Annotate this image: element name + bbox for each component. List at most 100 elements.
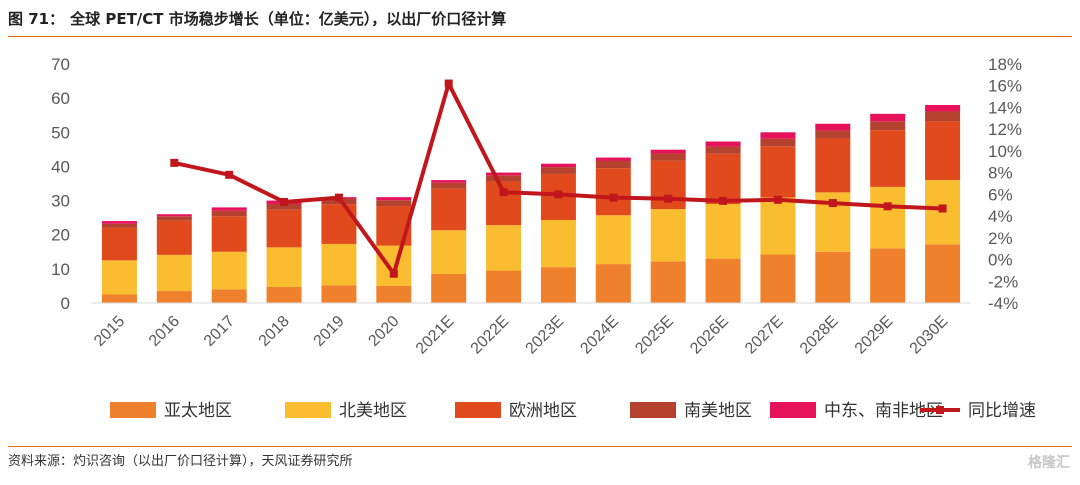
figure-title-bar: 图 71： 全球 PET/CT 市场稳步增长（单位：亿美元），以出厂价口径计算: [8, 6, 1072, 37]
bar-segment: [431, 273, 467, 303]
bar-segment: [376, 200, 412, 207]
bar-segment: [101, 227, 137, 261]
y-right-tick-label: -2%: [988, 272, 1018, 291]
bar-segment: [760, 146, 796, 198]
bar-segment: [760, 197, 796, 255]
bar-segment: [870, 186, 906, 249]
x-tick-label: 2017: [201, 313, 238, 350]
growth-rate-point: [938, 204, 947, 213]
growth-rate-point: [883, 202, 892, 211]
bar-segment: [101, 221, 137, 224]
y-left-tick-label: 30: [51, 192, 70, 211]
growth-rate-point: [664, 194, 673, 203]
x-tick-label: 2030E: [907, 313, 952, 358]
y-right-tick-label: 16%: [988, 77, 1022, 96]
legend-label: 亚太地区: [164, 401, 232, 421]
bar-segment: [650, 149, 686, 154]
bar-segment: [156, 216, 192, 221]
bar-segment: [925, 104, 961, 112]
bar-segment: [156, 220, 192, 255]
bar-segment: [595, 264, 631, 303]
bar-segment: [376, 245, 412, 286]
bar-segment: [266, 209, 302, 248]
growth-rate-point: [225, 170, 234, 179]
bar-segment: [870, 248, 906, 303]
bar-segment: [101, 260, 137, 295]
bar-segment: [870, 130, 906, 187]
bar-segment: [705, 203, 741, 259]
bar-segment: [321, 204, 357, 244]
bar-segment: [266, 286, 302, 303]
bar-segment: [595, 215, 631, 265]
bar-segment: [815, 123, 851, 131]
figure-title: 全球 PET/CT 市场稳步增长（单位：亿美元），以出厂价口径计算: [70, 10, 507, 28]
bar-segment: [925, 121, 961, 181]
bar-segment: [595, 157, 631, 161]
x-tick-label: 2020: [365, 313, 402, 350]
x-tick-label: 2023E: [523, 313, 568, 358]
bar-segment: [321, 243, 357, 286]
y-left-tick-label: 70: [51, 55, 70, 74]
growth-rate-point: [773, 195, 782, 204]
bar-segment: [211, 207, 247, 211]
x-tick-label: 2021E: [413, 313, 458, 358]
bar-segment: [925, 111, 961, 122]
growth-rate-point: [389, 269, 398, 278]
bar-segment: [376, 285, 412, 303]
bar-segment: [705, 141, 741, 147]
growth-rate-point: [444, 79, 453, 88]
bar-segment: [431, 180, 467, 183]
growth-rate-point: [554, 190, 563, 199]
source-note: 资料来源：灼识咨询（以出厂价口径计算），天风证券研究所: [8, 446, 1072, 481]
bar-segment: [266, 203, 302, 210]
y-right-tick-label: 6%: [988, 185, 1013, 204]
bar-segment: [431, 188, 467, 231]
bar-segment: [266, 247, 302, 287]
bar-segment: [486, 172, 522, 176]
growth-rate-point: [719, 196, 728, 205]
y-left-tick-label: 10: [51, 260, 70, 279]
bar-segment: [650, 153, 686, 161]
bar-segment: [486, 175, 522, 182]
x-tick-label: 2019: [311, 313, 348, 350]
growth-rate-point: [828, 199, 837, 208]
bar-segment: [431, 182, 467, 189]
bar-segment: [705, 258, 741, 303]
legend-swatch: [455, 402, 501, 418]
bar-segment: [486, 225, 522, 271]
bar-segment: [870, 113, 906, 122]
legend-label: 欧洲地区: [509, 401, 577, 421]
x-tick-label: 2022E: [468, 313, 513, 358]
y-right-tick-label: 10%: [988, 142, 1022, 161]
bar-segment: [870, 121, 906, 131]
bar-segment: [321, 285, 357, 303]
growth-rate-point: [499, 188, 508, 197]
y-right-tick-label: 4%: [988, 207, 1013, 226]
y-right-tick-label: -4%: [988, 294, 1018, 313]
y-right-tick-label: 2%: [988, 229, 1013, 248]
bar-segment: [211, 251, 247, 290]
x-tick-label: 2026E: [687, 313, 732, 358]
y-left-tick-label: 20: [51, 226, 70, 245]
bar-segment: [431, 230, 467, 274]
bar-segment: [156, 254, 192, 292]
x-tick-label: 2015: [91, 313, 128, 350]
bar-segment: [156, 291, 192, 303]
legend-label: 同比增速: [968, 401, 1036, 421]
bar-segment: [540, 167, 576, 174]
legend-swatch: [110, 402, 156, 418]
legend-swatch: [285, 402, 331, 418]
bar-segment: [101, 223, 137, 228]
bar-segment: [815, 138, 851, 193]
x-tick-label: 2028E: [797, 313, 842, 358]
x-tick-label: 2029E: [852, 313, 897, 358]
y-right-tick-label: 8%: [988, 164, 1013, 183]
bar-segment: [540, 163, 576, 168]
chart: 0 10 20 30 40 50 60 70 -4% -2% 0% 2% 4% 6% 8% 10% 12% 14%…: [51, 55, 1036, 421]
watermark-logo: 格隆汇: [1028, 455, 1070, 471]
bar-segment: [705, 153, 741, 204]
bar-segment: [760, 138, 796, 147]
y-left-tick-label: 40: [51, 157, 70, 176]
bar-segment: [211, 210, 247, 217]
bar-segment: [650, 261, 686, 303]
